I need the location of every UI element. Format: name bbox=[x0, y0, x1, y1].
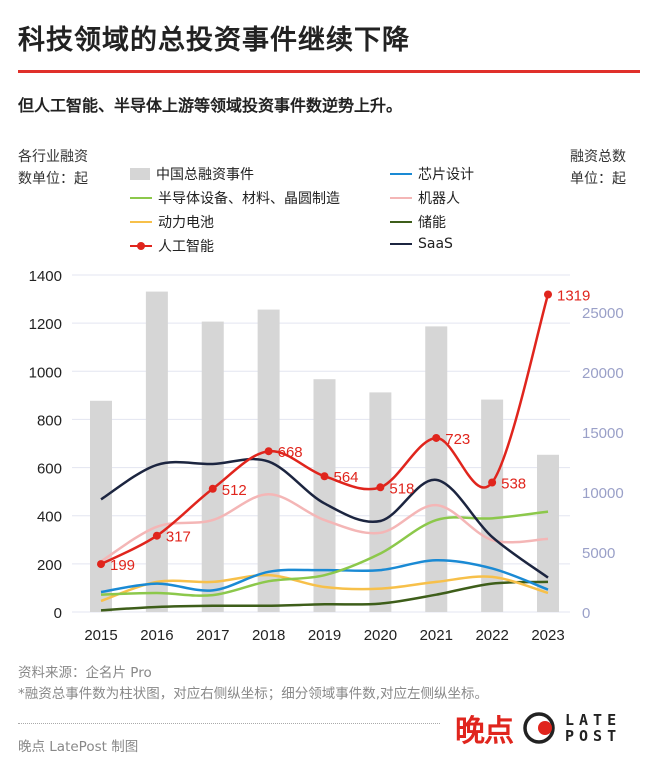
left-tick-label: 400 bbox=[37, 509, 62, 526]
title-rule bbox=[18, 70, 640, 73]
right-tick-label: 0 bbox=[582, 605, 590, 622]
legend-label: 人工智能 bbox=[158, 239, 214, 255]
data-label: 538 bbox=[501, 475, 526, 492]
left-axis-note: 各行业融资 数单位：起 bbox=[18, 146, 88, 190]
left-axis-note-line: 各行业融资 bbox=[18, 149, 88, 165]
divider bbox=[18, 723, 440, 724]
legend-label: 机器人 bbox=[418, 191, 460, 207]
data-label: 723 bbox=[445, 431, 470, 448]
legend-item: 机器人 bbox=[390, 188, 460, 208]
right-tick-label: 20000 bbox=[582, 365, 624, 382]
legend-label: 动力电池 bbox=[158, 215, 214, 231]
x-tick-label: 2019 bbox=[308, 627, 341, 644]
series-line bbox=[100, 457, 549, 579]
series-line bbox=[100, 558, 549, 594]
left-tick-label: 1200 bbox=[29, 316, 62, 333]
x-tick-label: 2020 bbox=[364, 627, 397, 644]
legend-item: SaaS bbox=[390, 236, 453, 252]
footnote: *融资总事件数为柱状图，对应右侧纵坐标；细分领域事件数,对应左侧纵坐标。 bbox=[18, 686, 489, 702]
legend-item: 动力电池 bbox=[130, 212, 214, 232]
data-label: 512 bbox=[222, 482, 247, 499]
legend-item: 人工智能 bbox=[130, 236, 214, 256]
right-tick-label: 25000 bbox=[582, 305, 624, 322]
data-label: 518 bbox=[389, 480, 414, 497]
credit: 晚点 LatePost 制图 bbox=[18, 739, 139, 755]
left-tick-label: 600 bbox=[37, 461, 62, 478]
left-tick-label: 200 bbox=[37, 557, 62, 574]
x-tick-label: 2015 bbox=[84, 627, 117, 644]
subtitle: 但人工智能、半导体上游等领域投资事件数逆势上升。 bbox=[18, 96, 403, 115]
right-axis-note-line: 单位：起 bbox=[570, 171, 626, 187]
left-axis-note-line: 数单位：起 bbox=[18, 171, 88, 187]
data-point bbox=[488, 478, 497, 487]
x-tick-label: 2022 bbox=[475, 627, 508, 644]
legend-label: 芯片设计 bbox=[418, 167, 474, 183]
bar bbox=[90, 400, 112, 612]
legend-item: 储能 bbox=[390, 212, 446, 232]
x-tick-label: 2023 bbox=[531, 627, 564, 644]
legend-line-swatch bbox=[130, 196, 152, 200]
x-tick-label: 2021 bbox=[420, 627, 453, 644]
bar bbox=[313, 379, 336, 612]
data-point bbox=[376, 483, 385, 492]
left-tick-label: 1400 bbox=[29, 268, 62, 285]
left-tick-label: 0 bbox=[54, 605, 62, 622]
source-note: 资料来源：企名片 Pro bbox=[18, 665, 152, 681]
x-tick-label: 2018 bbox=[252, 627, 285, 644]
series-line bbox=[100, 573, 549, 603]
right-axis-note: 融资总数 单位：起 bbox=[570, 146, 626, 190]
page-title: 科技领域的总投资事件继续下降 bbox=[18, 25, 410, 56]
data-point bbox=[320, 472, 329, 481]
right-tick-label: 5000 bbox=[582, 545, 615, 562]
right-tick-label: 10000 bbox=[582, 485, 624, 502]
legend-line-swatch bbox=[390, 196, 412, 200]
legend-label: 中国总融资事件 bbox=[156, 167, 254, 183]
x-tick-label: 2017 bbox=[196, 627, 229, 644]
data-label: 317 bbox=[166, 529, 191, 546]
legend-item: 半导体设备、材料、晶圆制造 bbox=[130, 188, 340, 208]
data-point bbox=[97, 560, 105, 569]
legend-label: SaaS bbox=[418, 236, 453, 252]
legend-line-swatch bbox=[130, 220, 152, 224]
series-line bbox=[100, 580, 549, 612]
legend-bar-swatch bbox=[130, 168, 150, 180]
data-point bbox=[208, 484, 217, 493]
right-tick-label: 15000 bbox=[582, 425, 624, 442]
data-point bbox=[432, 433, 441, 442]
bar bbox=[481, 399, 504, 612]
legend-label: 半导体设备、材料、晶圆制造 bbox=[158, 191, 340, 207]
legend-label: 储能 bbox=[418, 215, 446, 231]
legend-line-swatch bbox=[130, 241, 152, 250]
latepost-logo: 晚点 LATE POST bbox=[455, 706, 621, 750]
x-tick-label: 2016 bbox=[140, 627, 173, 644]
bar bbox=[369, 392, 392, 612]
legend-line-swatch bbox=[390, 172, 412, 176]
legend-item: 中国总融资事件 bbox=[130, 164, 254, 184]
bar bbox=[201, 321, 224, 612]
legend-line-swatch bbox=[390, 242, 412, 246]
logo-ring-icon bbox=[523, 712, 555, 744]
left-tick-label: 800 bbox=[37, 412, 62, 429]
left-tick-label: 1000 bbox=[29, 364, 62, 381]
data-label: 668 bbox=[278, 444, 303, 461]
data-point bbox=[544, 290, 552, 299]
legend-item: 芯片设计 bbox=[390, 164, 474, 184]
bar bbox=[145, 291, 168, 612]
data-point bbox=[264, 447, 273, 456]
data-label: 1319 bbox=[557, 287, 590, 304]
legend-line-swatch bbox=[390, 220, 412, 224]
bar bbox=[425, 326, 448, 612]
data-label: 564 bbox=[334, 469, 359, 486]
right-axis-note-line: 融资总数 bbox=[570, 149, 626, 165]
data-label: 199 bbox=[110, 557, 135, 574]
data-point bbox=[152, 531, 161, 540]
